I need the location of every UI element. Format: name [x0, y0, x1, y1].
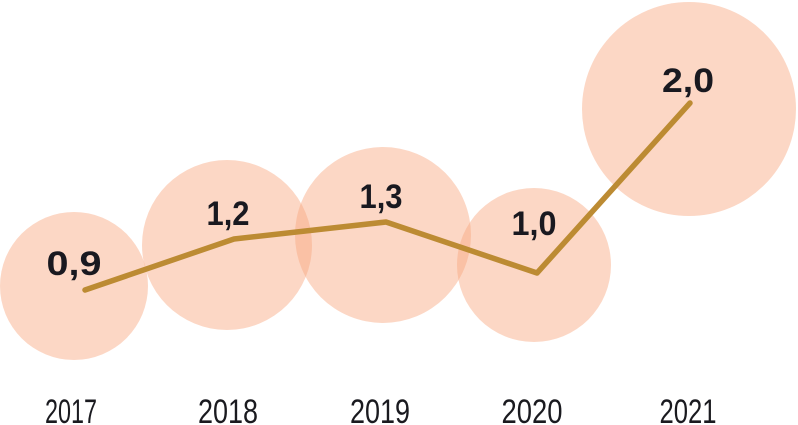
value-label-2021: 2,0: [662, 62, 714, 100]
x-axis-label-2021: 2021: [660, 393, 717, 425]
value-label-2019: 1,3: [360, 178, 403, 216]
x-axis-label-2019: 2019: [350, 393, 410, 425]
x-axis-label-2018: 2018: [198, 393, 258, 425]
value-label-2020: 1,0: [512, 205, 557, 243]
bubble-2018: [142, 160, 312, 330]
bubble-2020: [457, 188, 611, 342]
trend-line: [82, 100, 693, 293]
bubble-2019: [295, 147, 471, 323]
x-axis-label-2017: 2017: [45, 393, 97, 425]
value-label-2017: 0,9: [47, 245, 102, 283]
bubble-2017: [0, 212, 148, 360]
value-label-2018: 1,2: [207, 195, 250, 233]
x-axis-label-2020: 2020: [502, 393, 563, 425]
